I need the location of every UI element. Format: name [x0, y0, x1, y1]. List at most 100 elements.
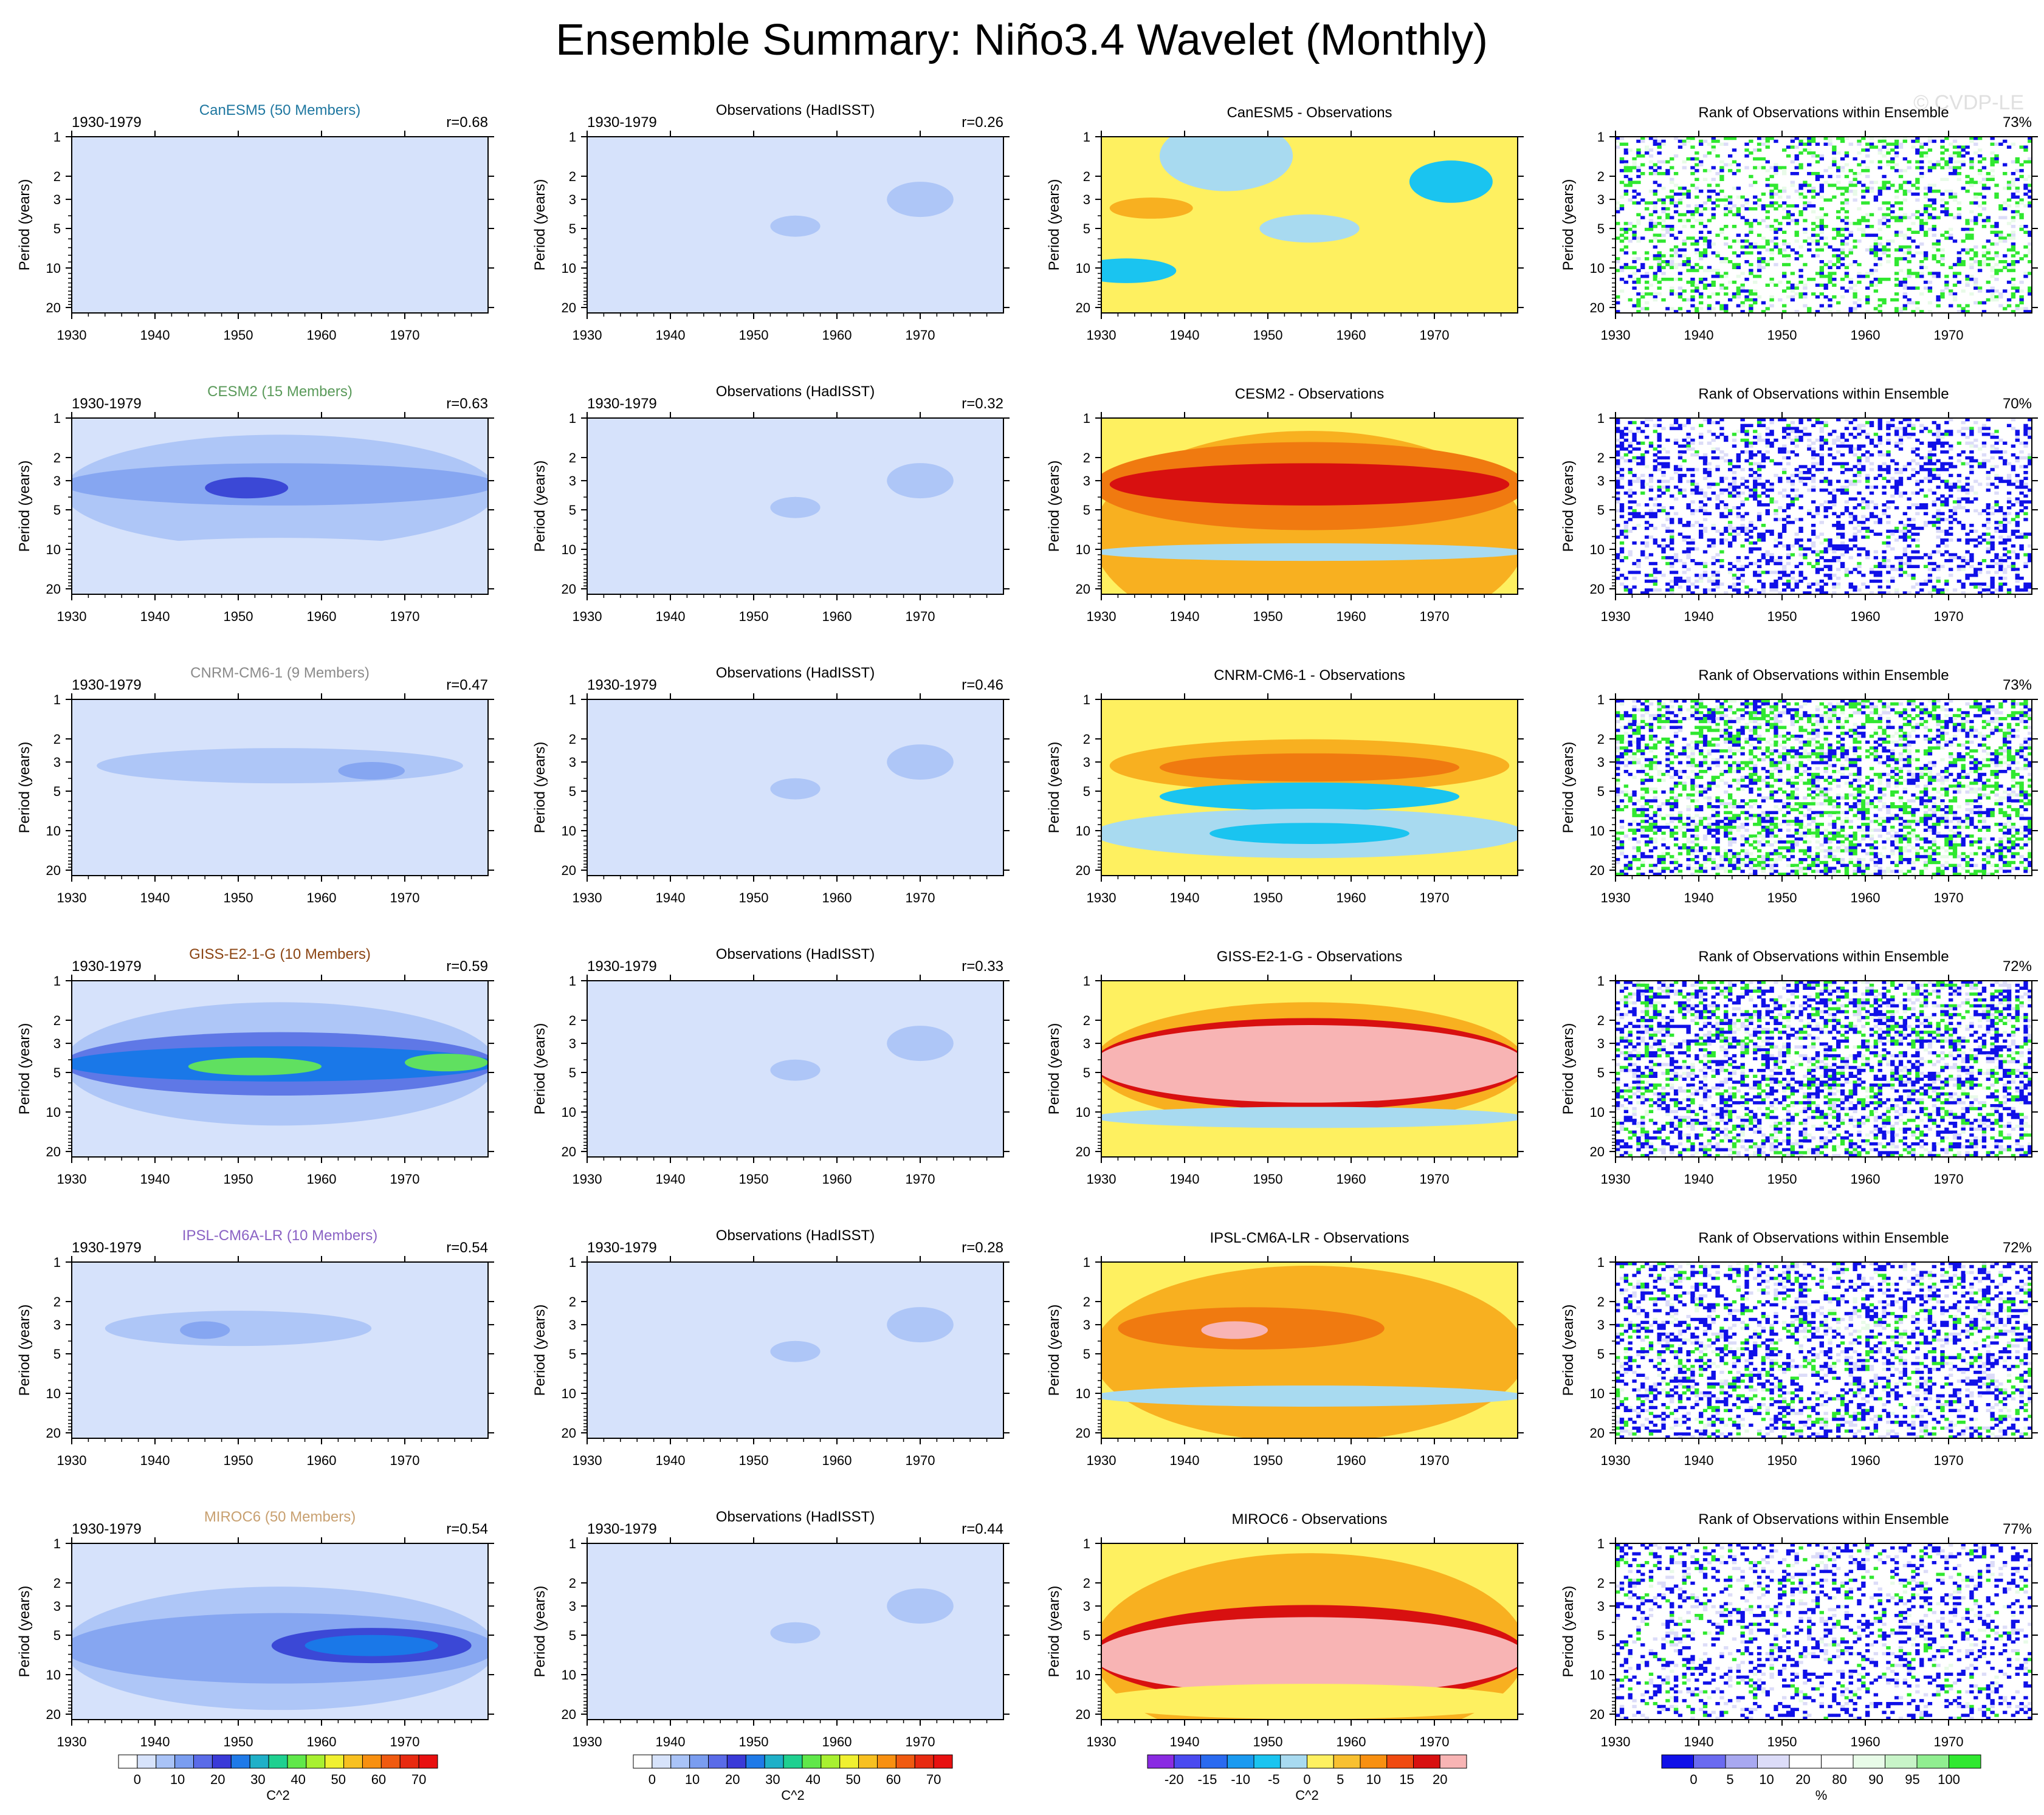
rank-cell — [1840, 295, 1845, 299]
rank-cell — [1861, 574, 1866, 577]
rank-cell — [1798, 471, 1803, 475]
rank-cell — [1769, 441, 1774, 445]
x-tick-label: 1940 — [656, 890, 686, 905]
rank-cell — [1894, 479, 1899, 483]
rank-cell — [1965, 275, 1970, 278]
rank-cell — [1857, 427, 1862, 430]
rank-cell — [1673, 172, 1679, 176]
rank-cell — [1786, 506, 1791, 510]
rank-cell — [1648, 840, 1654, 844]
rank-cell — [1628, 198, 1633, 202]
y-axis-label: Period (years) — [1046, 179, 1062, 271]
rank-cell — [1749, 139, 1753, 143]
rank-cell — [1778, 222, 1783, 225]
rank-cell — [1940, 529, 1945, 533]
rank-cell — [2006, 588, 2012, 592]
rank-cell — [1990, 482, 1995, 486]
rank-cell — [1753, 298, 1758, 302]
rank-cell — [1877, 450, 1882, 454]
rank-cell — [1986, 550, 1991, 554]
rank-cell — [1807, 444, 1812, 448]
rank-cell — [1940, 233, 1945, 237]
rank-cell — [2019, 227, 2024, 232]
rank-cell — [1616, 831, 1620, 835]
rank-cell — [1782, 262, 1787, 267]
contours — [587, 718, 1003, 843]
rank-cell — [1648, 775, 1654, 779]
rank-cell — [1807, 139, 1812, 143]
rank-cell — [1911, 538, 1916, 542]
rank-cell — [1936, 242, 1941, 246]
rank-cell — [1628, 184, 1633, 187]
rank-cell — [1886, 160, 1891, 163]
rank-cell — [1648, 535, 1654, 539]
rank-cell — [1798, 254, 1803, 258]
rank-cell — [1898, 471, 1904, 475]
rank-cell — [1902, 512, 1907, 515]
rank-cell — [1944, 544, 1949, 548]
rank-cell — [1927, 137, 1933, 140]
rank-cell — [1644, 436, 1650, 439]
rank-cell — [1774, 438, 1778, 442]
rank-cell — [1986, 251, 1991, 255]
rank-cell — [1653, 169, 1657, 173]
rank-cell — [1632, 790, 1637, 794]
rank-cell — [1616, 761, 1620, 764]
rank-cell — [1686, 441, 1691, 445]
rank-cell — [1648, 735, 1654, 738]
rank-cell — [1986, 482, 1991, 486]
rank-cell — [1923, 210, 1929, 214]
rank-cell — [1648, 722, 1654, 726]
rank-cell — [1682, 260, 1687, 264]
rank-cell — [1707, 430, 1712, 433]
rank-cell — [1619, 444, 1625, 448]
rank-cell — [1857, 524, 1862, 527]
rank-cell — [1695, 187, 1699, 190]
rank-cell — [1944, 420, 1949, 425]
rank-cell — [1661, 852, 1666, 856]
rank-cell — [1915, 301, 1920, 304]
rank-cell — [1648, 855, 1654, 859]
rank-cell — [1798, 275, 1803, 278]
rank-cell — [1736, 233, 1741, 237]
rank-cell — [1640, 852, 1645, 856]
rank-cell — [1657, 870, 1662, 873]
rank-cell — [1907, 190, 1912, 193]
rank-cell — [1636, 298, 1641, 302]
rank-cell — [1619, 752, 1625, 756]
rank-cell — [1724, 476, 1729, 480]
rank-cell — [1911, 286, 1916, 290]
rank-cell — [1877, 424, 1882, 427]
rank-cell — [1702, 207, 1708, 211]
rank-cell — [1644, 227, 1650, 232]
rank-cell — [2015, 169, 2020, 173]
rank-cell — [1836, 310, 1841, 313]
rank-cell — [1782, 588, 1787, 592]
rank-cell — [1670, 547, 1674, 551]
rank-cell — [1807, 248, 1812, 252]
rank-cell — [1640, 825, 1645, 829]
rank-cell — [1727, 568, 1733, 571]
rank-cell — [2006, 198, 2012, 202]
rank-cell — [1949, 574, 1953, 577]
rank-cell — [1782, 187, 1787, 190]
rank-cell — [1840, 166, 1845, 170]
panel-model-title: CNRM-CM6-1 (9 Members) — [190, 665, 370, 681]
rank-cell — [1936, 529, 1941, 533]
rank-cell — [1690, 289, 1695, 293]
rank-cell — [1902, 547, 1907, 551]
rank-cell — [1640, 441, 1645, 445]
rank-cell — [1936, 272, 1941, 275]
rank-cell — [1695, 262, 1699, 267]
rank-cell — [1765, 450, 1770, 454]
rank-cell — [1990, 269, 1995, 272]
rank-cell — [1877, 307, 1882, 311]
rank-cell — [1640, 307, 1645, 311]
rank-cell — [1707, 471, 1712, 475]
rank-cell — [1873, 254, 1879, 258]
rank-cell — [1927, 450, 1933, 454]
rank-cell — [1702, 236, 1708, 240]
rank-cell — [1894, 169, 1899, 173]
rank-cell — [1690, 145, 1695, 149]
